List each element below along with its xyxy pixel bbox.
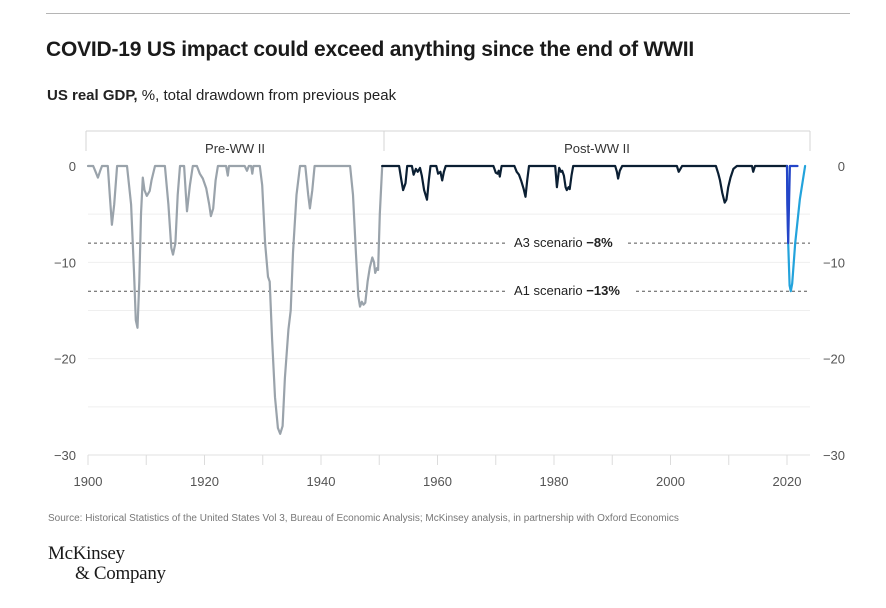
series-line-post-ww-ii (381, 164, 789, 204)
x-tick-label: 1920 (190, 474, 219, 489)
y-tick-label-left: −30 (54, 448, 76, 463)
reference-label-text: A3 scenario (514, 235, 586, 250)
series-lines (86, 164, 807, 435)
logo-line-2: & Company (75, 563, 166, 584)
x-tick-label: 1900 (74, 474, 103, 489)
mckinsey-logo: McKinsey & Company (48, 544, 166, 584)
x-axis: 1900 1920 1940 1960 1980 2000 2020 (74, 454, 810, 489)
reference-value-label: −8% (586, 235, 613, 250)
series-line-pre-ww-ii (86, 164, 384, 435)
reference-label-text: A1 scenario (514, 283, 586, 298)
y-tick-label-right: −20 (823, 352, 845, 367)
source-note: Source: Historical Statistics of the Uni… (48, 513, 679, 524)
reference-label: A1 scenario −13% (514, 283, 620, 298)
x-tick-label: 2020 (773, 474, 802, 489)
gridlines (88, 213, 810, 456)
logo-line-1: McKinsey (48, 543, 125, 564)
chart-subtitle: US real GDP, %, total drawdown from prev… (47, 87, 396, 104)
reference-label: A3 scenario −8% (514, 235, 613, 250)
subtitle-unit: %, total drawdown from previous peak (137, 87, 397, 104)
chart-title: COVID-19 US impact could exceed anything… (46, 38, 695, 61)
series-line-a3-scenario (785, 164, 799, 245)
y-tick-label-right: 0 (838, 159, 845, 174)
top-rule (46, 13, 850, 14)
x-tick-label: 1980 (540, 474, 569, 489)
x-tick-label: 1940 (307, 474, 336, 489)
y-axis: 0 0 −10 −10 −20 −20 −30 −30 (54, 159, 845, 463)
period-label: Pre-WW II (205, 141, 265, 156)
y-tick-label-right: −30 (823, 448, 845, 463)
reference-value-label: −13% (586, 283, 620, 298)
reference-lines: A3 scenario −8% A1 scenario −13% (88, 235, 810, 298)
y-tick-label-left: 0 (69, 159, 76, 174)
series-line-a1-scenario (785, 164, 807, 293)
x-tick-label: 1960 (423, 474, 452, 489)
period-brackets: Pre-WW II Post-WW II (85, 130, 811, 156)
subtitle-measure: US real GDP, (47, 87, 138, 104)
y-tick-label-right: −10 (823, 255, 845, 270)
period-label: Post-WW II (564, 141, 630, 156)
y-tick-label-left: −20 (54, 352, 76, 367)
y-tick-label-left: −10 (54, 255, 76, 270)
x-tick-label: 2000 (656, 474, 685, 489)
